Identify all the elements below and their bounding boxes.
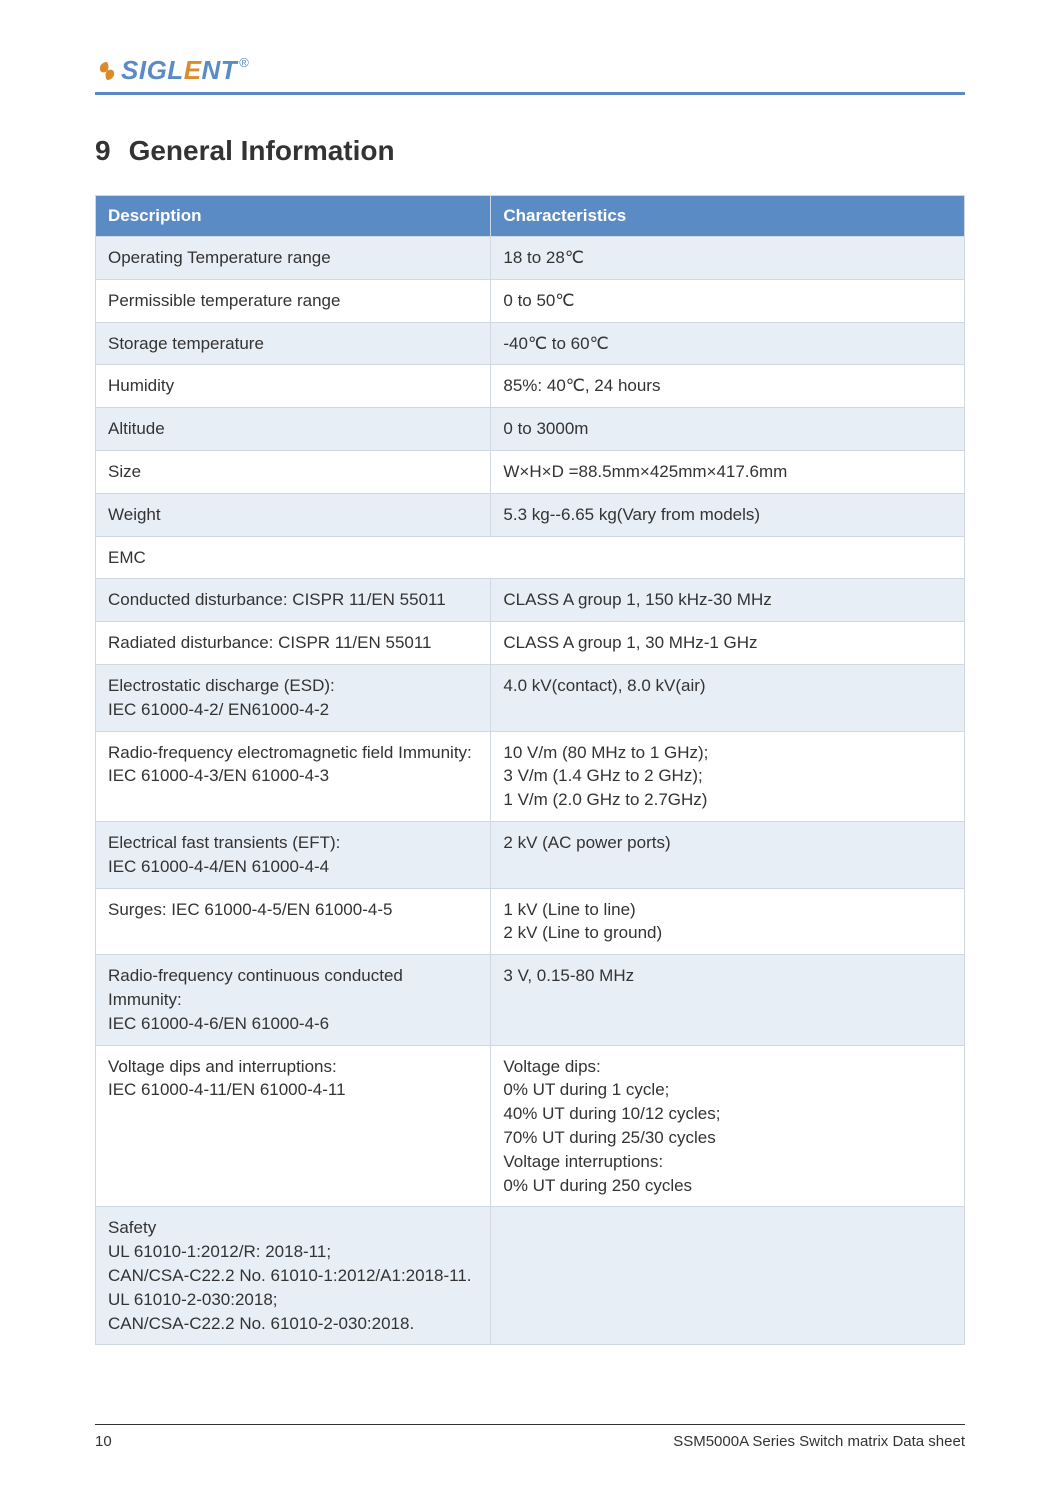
cell-characteristics: Voltage dips: 0% UT during 1 cycle; 40% … <box>491 1045 965 1207</box>
cell-characteristics: 0 to 3000m <box>491 408 965 451</box>
cell-characteristics: 1 kV (Line to line) 2 kV (Line to ground… <box>491 888 965 955</box>
section-heading: 9 General Information <box>95 135 965 167</box>
section-number: 9 <box>95 135 111 167</box>
table-row: Humidity85%: 40℃, 24 hours <box>96 365 965 408</box>
cell-description: Radio-frequency electromagnetic field Im… <box>96 731 491 821</box>
cell-characteristics: CLASS A group 1, 30 MHz-1 GHz <box>491 622 965 665</box>
brand-mid: IGL <box>139 55 184 85</box>
table-header-row: Description Characteristics <box>96 196 965 237</box>
spec-table: Description Characteristics Operating Te… <box>95 195 965 1345</box>
cell-description: Permissible temperature range <box>96 279 491 322</box>
cell-description: Storage temperature <box>96 322 491 365</box>
table-row: Voltage dips and interruptions: IEC 6100… <box>96 1045 965 1207</box>
cell-description: Weight <box>96 493 491 536</box>
page-number: 10 <box>95 1433 112 1450</box>
brand-e: E <box>184 55 202 85</box>
cell-characteristics: 10 V/m (80 MHz to 1 GHz); 3 V/m (1.4 GHz… <box>491 731 965 821</box>
section-title: General Information <box>129 135 395 166</box>
cell-description: Conducted disturbance: CISPR 11/EN 55011 <box>96 579 491 622</box>
cell-description: Safety UL 61010-1:2012/R: 2018-11; CAN/C… <box>96 1207 491 1345</box>
cell-characteristics: 2 kV (AC power ports) <box>491 821 965 888</box>
cell-characteristics: W×H×D =88.5mm×425mm×417.6mm <box>491 450 965 493</box>
table-row: Conducted disturbance: CISPR 11/EN 55011… <box>96 579 965 622</box>
table-row: Operating Temperature range18 to 28℃ <box>96 237 965 280</box>
cell-description: Size <box>96 450 491 493</box>
table-row: Altitude0 to 3000m <box>96 408 965 451</box>
table-row: Radio-frequency electromagnetic field Im… <box>96 731 965 821</box>
cell-description: Altitude <box>96 408 491 451</box>
cell-description: Radio-frequency continuous conducted Imm… <box>96 955 491 1045</box>
table-row: Radiated disturbance: CISPR 11/EN 55011C… <box>96 622 965 665</box>
cell-description: Radiated disturbance: CISPR 11/EN 55011 <box>96 622 491 665</box>
table-row: Permissible temperature range0 to 50℃ <box>96 279 965 322</box>
cell-description: Electrostatic discharge (ESD): IEC 61000… <box>96 664 491 731</box>
cell-characteristics: CLASS A group 1, 150 kHz-30 MHz <box>491 579 965 622</box>
cell-characteristics: 3 V, 0.15-80 MHz <box>491 955 965 1045</box>
cell-characteristics: 0 to 50℃ <box>491 279 965 322</box>
column-header-description: Description <box>96 196 491 237</box>
cell-characteristics: 4.0 kV(contact), 8.0 kV(air) <box>491 664 965 731</box>
table-row: Electrostatic discharge (ESD): IEC 61000… <box>96 664 965 731</box>
cell-characteristics: -40℃ to 60℃ <box>491 322 965 365</box>
column-header-characteristics: Characteristics <box>491 196 965 237</box>
brand-s: S <box>121 55 139 85</box>
cell-characteristics: 85%: 40℃, 24 hours <box>491 365 965 408</box>
table-body: Operating Temperature range18 to 28℃Perm… <box>96 237 965 1345</box>
table-row: EMC <box>96 536 965 579</box>
brand-logo: SIGLENT® <box>95 55 965 86</box>
table-row: Surges: IEC 61000-4-5/EN 61000-4-51 kV (… <box>96 888 965 955</box>
brand-suffix: NT <box>202 55 238 85</box>
table-row: Electrical fast transients (EFT): IEC 61… <box>96 821 965 888</box>
cell-description: Surges: IEC 61000-4-5/EN 61000-4-5 <box>96 888 491 955</box>
page-footer: 10 SSM5000A Series Switch matrix Data sh… <box>95 1424 965 1450</box>
table-row: Safety UL 61010-1:2012/R: 2018-11; CAN/C… <box>96 1207 965 1345</box>
cell-characteristics <box>491 1207 965 1345</box>
table-row: Radio-frequency continuous conducted Imm… <box>96 955 965 1045</box>
table-row: Weight5.3 kg--6.65 kg(Vary from models) <box>96 493 965 536</box>
registered-mark: ® <box>239 55 249 70</box>
cell-description: EMC <box>96 536 965 579</box>
cell-description: Electrical fast transients (EFT): IEC 61… <box>96 821 491 888</box>
brand-name: SIGLENT® <box>121 55 249 86</box>
doc-title: SSM5000A Series Switch matrix Data sheet <box>673 1433 965 1450</box>
table-row: SizeW×H×D =88.5mm×425mm×417.6mm <box>96 450 965 493</box>
logo-swirl-icon <box>95 59 119 83</box>
table-row: Storage temperature-40℃ to 60℃ <box>96 322 965 365</box>
cell-characteristics: 18 to 28℃ <box>491 237 965 280</box>
page-header: SIGLENT® <box>95 55 965 95</box>
cell-description: Operating Temperature range <box>96 237 491 280</box>
cell-description: Voltage dips and interruptions: IEC 6100… <box>96 1045 491 1207</box>
page: SIGLENT® 9 General Information Descriptio… <box>0 0 1060 1385</box>
cell-description: Humidity <box>96 365 491 408</box>
cell-characteristics: 5.3 kg--6.65 kg(Vary from models) <box>491 493 965 536</box>
